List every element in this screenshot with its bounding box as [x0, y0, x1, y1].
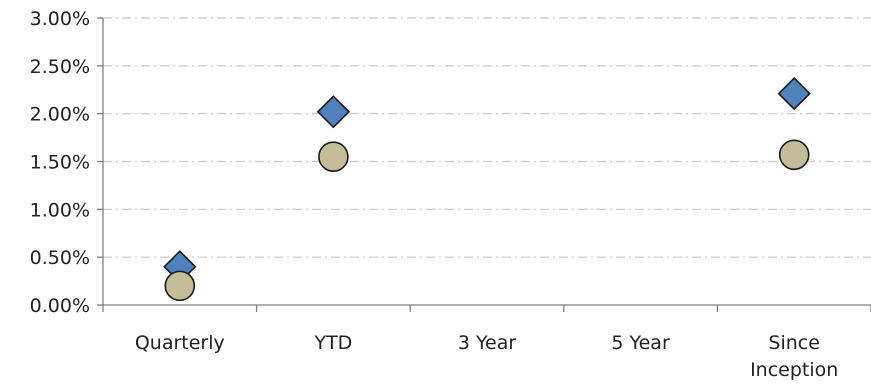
axes — [97, 17, 871, 312]
y-tick-label-2: 1.00% — [30, 199, 90, 221]
x-tick-label-4-line-1: Inception — [750, 359, 838, 381]
x-tick-label-3: 5 Year — [611, 332, 670, 354]
series-1 — [164, 139, 810, 302]
x-tick-label-4-line-0: Since — [768, 332, 820, 354]
y-tick-label-5: 2.50% — [30, 56, 90, 78]
y-tick-label-6: 3.00% — [30, 8, 90, 30]
series-0-point-4 — [777, 76, 811, 111]
y-axis-tick-labels: 0.00% 0.50% 1.00% 1.50% 2.00% 2.50% 3.00% — [30, 8, 90, 317]
data-series — [163, 76, 811, 302]
x-tick-label-4: Since Inception — [750, 332, 838, 381]
gridlines — [103, 17, 871, 258]
series-1-point-1 — [318, 141, 349, 173]
y-tick-label-4: 2.00% — [30, 104, 90, 126]
x-tick-label-0: Quarterly — [135, 332, 225, 354]
x-tick-label-2-line-0: 3 Year — [458, 332, 517, 354]
x-tick-label-1-line-0: YTD — [313, 332, 352, 354]
x-tick-label-0-line-0: Quarterly — [135, 332, 225, 354]
y-tick-label-0: 0.00% — [30, 295, 90, 317]
series-1-point-4 — [778, 139, 810, 171]
y-tick-label-1: 0.50% — [30, 247, 90, 269]
x-tick-label-1: YTD — [313, 332, 352, 354]
series-0-point-1 — [316, 95, 351, 129]
series-1-point-0 — [164, 270, 196, 302]
x-tick-label-3-line-0: 5 Year — [611, 332, 670, 354]
series-0 — [163, 76, 811, 284]
x-axis-tick-labels: Quarterly YTD 3 Year 5 Year Since Inception — [135, 332, 838, 381]
y-tick-label-3: 1.50% — [30, 152, 90, 174]
x-tick-label-2: 3 Year — [458, 332, 517, 354]
